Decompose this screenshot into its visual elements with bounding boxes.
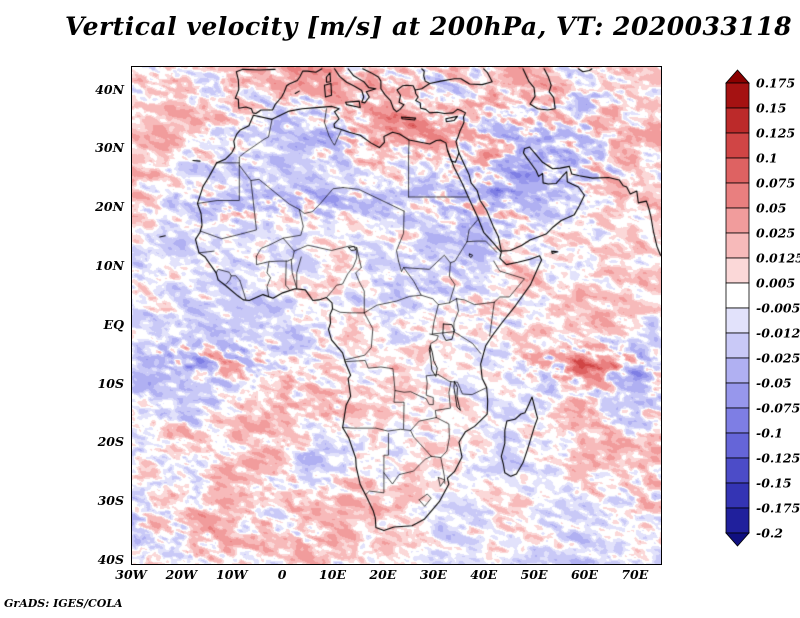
x-tick-label: 70E (621, 567, 649, 582)
x-tick-label: 10W (216, 567, 248, 582)
y-tick-label: 10N (95, 257, 124, 273)
x-tick-label: 20E (369, 567, 397, 582)
svg-text:0.075: 0.075 (756, 176, 795, 191)
x-tick-label: 40E (470, 567, 498, 582)
svg-text:-0.0125: -0.0125 (756, 326, 800, 341)
svg-text:-0.075: -0.075 (756, 401, 800, 416)
x-tick-label: 60E (570, 567, 598, 582)
svg-text:-0.2: -0.2 (756, 526, 783, 541)
x-tick-label: 0 (277, 567, 287, 582)
x-tick-label: 20W (165, 567, 198, 582)
svg-text:-0.175: -0.175 (756, 501, 800, 516)
svg-text:0.005: 0.005 (756, 276, 795, 291)
colorbar: 0.175 0.15 0.125 0.1 0.075 0.05 0.025 0.0125 0.0… (722, 64, 800, 560)
y-tick-label: 40N (95, 81, 124, 97)
y-tick-label: 20S (97, 434, 124, 450)
plot-title: Vertical velocity [m/s] at 200hPa, VT: 2… (65, 12, 793, 41)
map-plot-area (131, 66, 662, 565)
svg-text:-0.025: -0.025 (756, 351, 800, 366)
grads-credit: GrADS: IGES/COLA (4, 597, 123, 610)
svg-text:-0.005: -0.005 (756, 301, 800, 316)
svg-text:0.05: 0.05 (756, 201, 786, 216)
velocity-field-canvas (132, 67, 661, 564)
svg-text:0.125: 0.125 (756, 126, 795, 141)
x-tick-label: 30W (115, 567, 147, 582)
y-tick-label: 40S (97, 552, 124, 568)
y-tick-label: 30S (97, 493, 124, 509)
y-tick-label: EQ (103, 316, 124, 332)
svg-text:0.0125: 0.0125 (756, 251, 800, 266)
svg-text:-0.1: -0.1 (756, 426, 783, 441)
svg-text:-0.125: -0.125 (756, 451, 800, 466)
svg-text:0.15: 0.15 (756, 101, 786, 116)
x-tick-label: 30E (419, 567, 447, 582)
colorbar-svg: 0.175 0.15 0.125 0.1 0.075 0.05 0.025 0.0125 0.0… (725, 69, 800, 547)
x-tick-label: 10E (319, 567, 346, 582)
y-tick-label: 20N (95, 199, 124, 215)
svg-text:0.1: 0.1 (756, 151, 778, 166)
y-tick-label: 30N (95, 140, 124, 156)
svg-text:-0.05: -0.05 (756, 376, 792, 391)
svg-text:0.175: 0.175 (756, 76, 795, 91)
svg-text:0.025: 0.025 (756, 226, 795, 241)
x-tick-label: 50E (520, 567, 548, 582)
y-tick-label: 10S (97, 375, 124, 391)
svg-text:-0.15: -0.15 (756, 476, 792, 491)
